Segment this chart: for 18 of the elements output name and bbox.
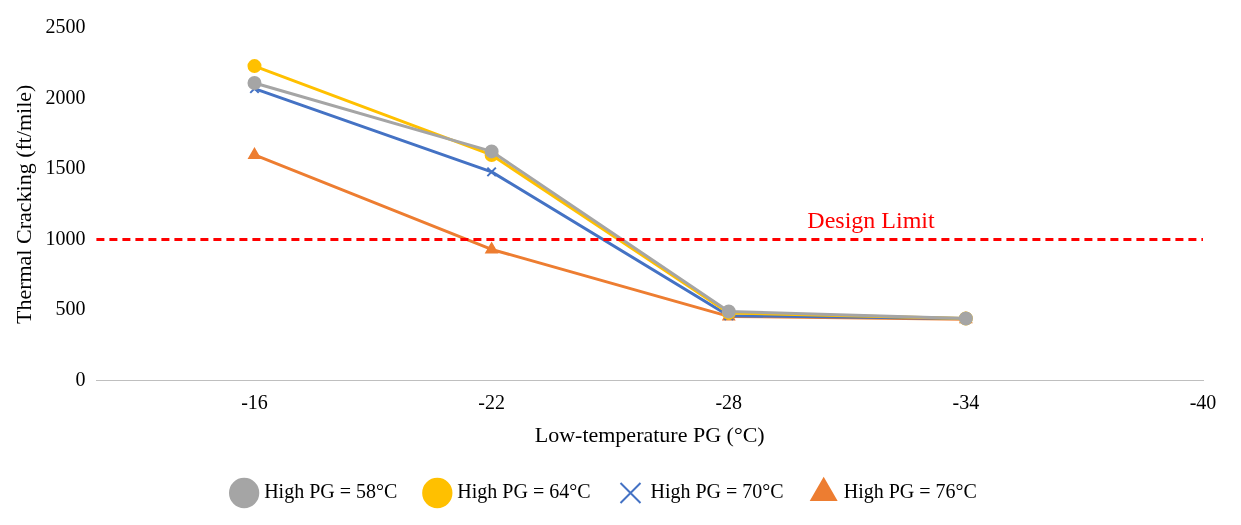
y-tick-label: 1000 — [45, 226, 86, 249]
y-axis-title: Thermal Cracking (ft/mile) — [10, 84, 36, 325]
legend-label: High PG = 64°C — [457, 480, 591, 504]
legend-label: High PG = 70°C — [650, 480, 784, 504]
y-tick-label: 1500 — [45, 156, 86, 179]
x-axis-title: Low-temperature PG (°C) — [534, 421, 765, 447]
x-tick-label: -22 — [478, 390, 505, 413]
legend-label: High PG = 76°C — [843, 480, 977, 504]
y-tick-label: 2000 — [45, 85, 86, 108]
x-tick-label: -40 — [1189, 390, 1217, 413]
ref-line-label: Design Limit — [807, 206, 936, 233]
y-tick-label: 500 — [55, 297, 86, 320]
y-tick-label: 2500 — [45, 15, 86, 38]
x-tick-label: -28 — [715, 390, 743, 413]
y-tick-label: 0 — [75, 367, 86, 390]
x-tick-label: -34 — [952, 390, 980, 413]
x-tick-label: -16 — [241, 390, 268, 413]
legend-label: High PG = 58°C — [264, 480, 398, 504]
